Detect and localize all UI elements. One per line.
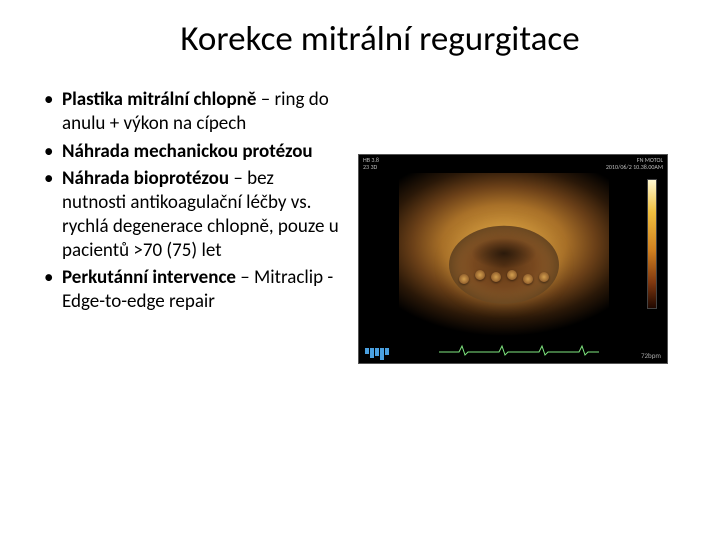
bullet-bold: Náhrada bioprotézou <box>62 167 229 190</box>
bullet-list: Plastika mitrální chlopně – ring do anul… <box>40 88 340 314</box>
bullet-bold: Perkutánní intervence <box>62 266 236 289</box>
us-hl-line2: 23 3D <box>363 164 379 171</box>
bullet-item: Náhrada mechanickou protézou <box>40 140 340 164</box>
mitral-valve <box>449 226 559 304</box>
content-row: Plastika mitrální chlopně – ring do anul… <box>40 88 680 520</box>
bullet-item: Náhrada bioprotézou – bez nutnosti antik… <box>40 167 340 262</box>
ultrasound-header-right: FN MOTOL 2010/06/2 10.38.00AM <box>606 157 663 171</box>
ultrasound-image: HB 3.8 23 3D FN MOTOL 2010/06/2 10.38.00… <box>358 154 668 364</box>
ultrasound-bpm: 72bpm <box>641 351 661 360</box>
bullet-item: Perkutánní intervence – Mitraclip - Edge… <box>40 266 340 314</box>
slide: Korekce mitrální regurgitace Plastika mi… <box>0 0 720 540</box>
slide-title: Korekce mitrální regurgitace <box>80 18 680 60</box>
image-column: HB 3.8 23 3D FN MOTOL 2010/06/2 10.38.00… <box>358 88 680 520</box>
bullet-bold: Plastika mitrální chlopně <box>62 88 256 111</box>
us-hr-line2: 2010/06/2 10.38.00AM <box>606 164 663 171</box>
text-column: Plastika mitrální chlopně – ring do anul… <box>40 88 340 520</box>
valve-nodules <box>459 270 549 290</box>
ultrasound-header-left: HB 3.8 23 3D <box>363 157 379 171</box>
ultrasound-footer-bars <box>365 348 389 360</box>
ecg-trace <box>439 343 599 357</box>
depth-colorbar <box>647 179 657 309</box>
ultrasound-3d-volume <box>399 173 609 341</box>
bullet-bold: Náhrada mechanickou protézou <box>62 140 313 163</box>
bullet-item: Plastika mitrální chlopně – ring do anul… <box>40 88 340 136</box>
